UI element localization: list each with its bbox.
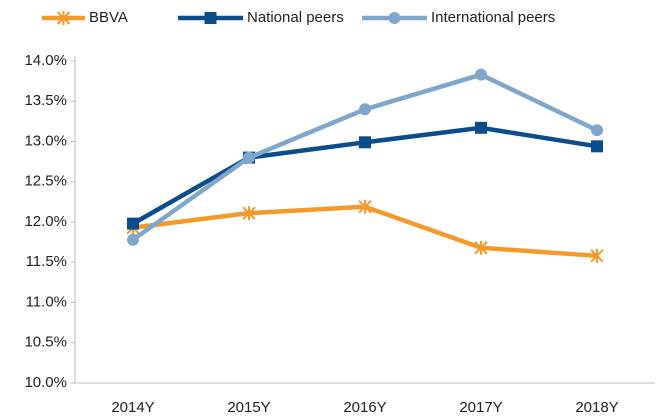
x-tick-label: 2014Y bbox=[111, 399, 154, 416]
marker bbox=[591, 124, 603, 137]
x-tick-label: 2018Y bbox=[575, 399, 618, 416]
legend-label: International peers bbox=[431, 9, 555, 26]
marker bbox=[243, 151, 255, 164]
marker bbox=[388, 12, 401, 24]
y-tick-label: 14.0% bbox=[24, 52, 67, 69]
x-tick-label: 2016Y bbox=[343, 399, 386, 416]
marker bbox=[358, 199, 372, 214]
y-tick-label: 11.0% bbox=[26, 293, 67, 310]
marker bbox=[590, 248, 604, 263]
x-tick-label: 2017Y bbox=[459, 399, 502, 416]
marker bbox=[591, 140, 603, 153]
y-tick-label: 13.0% bbox=[24, 132, 67, 149]
marker bbox=[475, 121, 487, 134]
marker bbox=[475, 68, 487, 81]
legend-label: National peers bbox=[247, 9, 344, 26]
y-tick-label: 11.5% bbox=[26, 253, 67, 270]
marker bbox=[242, 206, 256, 221]
marker bbox=[56, 11, 71, 25]
marker bbox=[127, 233, 139, 246]
x-tick-label: 2015Y bbox=[227, 399, 270, 416]
marker bbox=[127, 217, 139, 230]
marker bbox=[474, 240, 488, 255]
y-tick-label: 10.5% bbox=[24, 334, 67, 351]
y-tick-label: 12.0% bbox=[24, 213, 67, 230]
series-line bbox=[132, 204, 598, 259]
marker bbox=[359, 103, 371, 116]
series-line bbox=[131, 72, 598, 242]
marker bbox=[359, 136, 371, 149]
y-tick-label: 13.5% bbox=[24, 92, 67, 109]
marker bbox=[204, 12, 217, 24]
y-tick-label: 10.0% bbox=[24, 374, 67, 391]
y-tick-label: 12.5% bbox=[24, 173, 67, 190]
legend-label: BBVA bbox=[89, 9, 128, 26]
